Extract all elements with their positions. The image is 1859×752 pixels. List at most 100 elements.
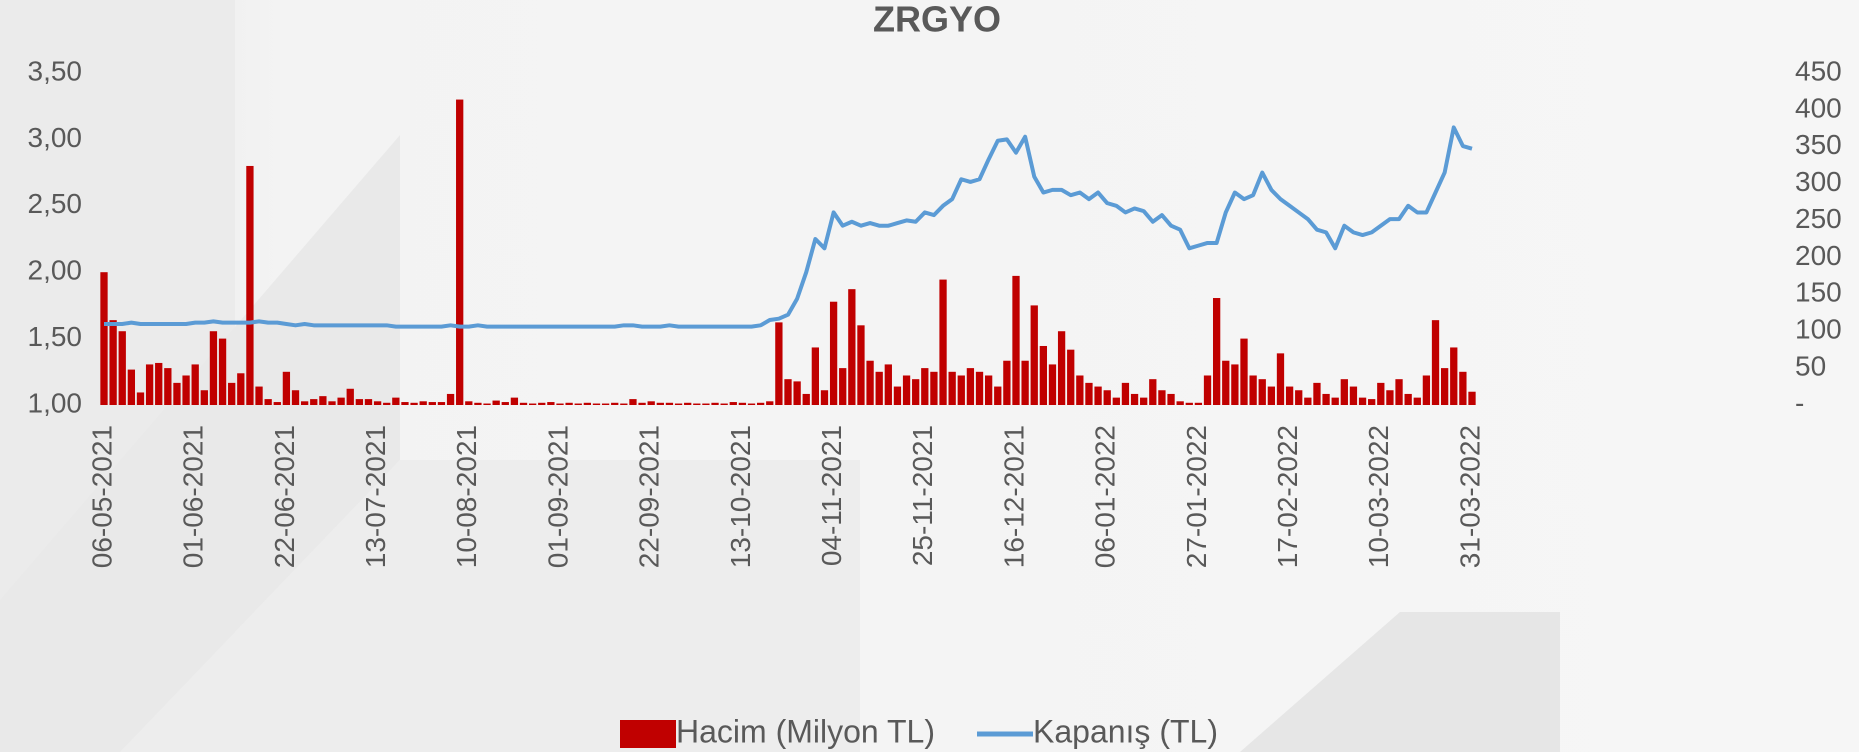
bar (775, 322, 783, 405)
bar (310, 399, 318, 405)
bar (1103, 390, 1111, 405)
bar (829, 301, 838, 405)
bar (255, 386, 263, 405)
x-tick-label: 01-09-2021 (542, 425, 573, 568)
x-tick-label: 22-06-2021 (269, 425, 300, 568)
legend-label: Kapanış (TL) (1033, 713, 1218, 749)
bar (155, 362, 163, 405)
bar (1285, 386, 1294, 405)
y-tick-label: 3,00 (28, 122, 83, 153)
y-tick-label: 1,50 (28, 321, 83, 352)
background-shape (120, 460, 860, 752)
bar (866, 360, 874, 405)
bar (237, 373, 245, 405)
bar (1012, 275, 1020, 405)
bar (328, 401, 336, 405)
bar (1085, 382, 1093, 405)
bar (1167, 393, 1175, 405)
bar (218, 338, 227, 405)
bar (921, 368, 929, 405)
x-tick-label: 10-03-2022 (1363, 425, 1394, 568)
bar (446, 393, 455, 405)
x-tick-label: 25-11-2021 (907, 425, 938, 566)
bar (1413, 397, 1421, 405)
bar (273, 402, 281, 405)
bar (1194, 402, 1203, 405)
bar (839, 368, 847, 405)
bar (1295, 390, 1303, 405)
bar (957, 375, 965, 405)
bar (547, 402, 555, 405)
bar (1130, 393, 1139, 405)
bar (766, 401, 774, 405)
bar (638, 402, 646, 405)
bar (1185, 402, 1193, 405)
bar (1094, 386, 1102, 405)
bar (410, 402, 418, 405)
x-tick-label: 13-07-2021 (360, 425, 391, 568)
bar (437, 402, 446, 405)
bar (1149, 379, 1157, 405)
bar (519, 402, 528, 405)
bar (1313, 382, 1321, 405)
bar (291, 390, 300, 405)
x-tick-label: 06-05-2021 (86, 425, 117, 568)
bar (893, 386, 902, 405)
bar (337, 397, 345, 405)
bar (200, 390, 208, 405)
bar (556, 403, 564, 405)
y2-tick-label: 100 (1795, 314, 1842, 345)
bar (939, 279, 947, 405)
bar (1468, 391, 1476, 405)
bar (392, 397, 400, 405)
bar (538, 402, 546, 405)
bar (583, 402, 592, 405)
bar (282, 371, 291, 405)
bar (483, 403, 491, 405)
bar (209, 331, 218, 405)
bar (1267, 386, 1276, 405)
bar (1404, 393, 1412, 405)
bar (656, 402, 664, 405)
x-tick-label: 16-12-2021 (998, 425, 1029, 568)
y2-tick-label: 250 (1795, 203, 1842, 234)
bar (1331, 397, 1339, 405)
bar (611, 402, 619, 405)
bar (182, 375, 190, 405)
bar (711, 402, 719, 405)
x-tick-label: 06-01-2022 (1090, 425, 1121, 568)
bar (1057, 331, 1066, 405)
bar (902, 375, 911, 405)
bar (1368, 399, 1376, 405)
bar (383, 402, 391, 405)
bar (1240, 338, 1248, 405)
y2-tick-label: 150 (1795, 277, 1842, 308)
bar (820, 390, 829, 405)
bar (966, 368, 975, 405)
y2-tick-label: - (1795, 387, 1804, 418)
bar (756, 402, 765, 405)
bar (164, 368, 172, 405)
bar (419, 401, 427, 405)
bar (930, 371, 938, 405)
legend-swatch (620, 720, 676, 748)
bar (1322, 393, 1330, 405)
bar (1304, 397, 1312, 405)
bar (738, 402, 747, 405)
bar (456, 99, 464, 405)
bar (1076, 375, 1084, 405)
bar (501, 402, 509, 405)
y2-tick-label: 400 (1795, 92, 1842, 123)
bar (592, 403, 601, 405)
bar (720, 403, 728, 405)
y2-tick-label: 450 (1795, 55, 1842, 86)
bar (109, 320, 117, 405)
bar (1203, 375, 1212, 405)
bar (373, 401, 382, 405)
bar (793, 381, 801, 405)
bar (629, 399, 637, 405)
x-tick-label: 10-08-2021 (451, 425, 482, 568)
bar (528, 403, 537, 405)
